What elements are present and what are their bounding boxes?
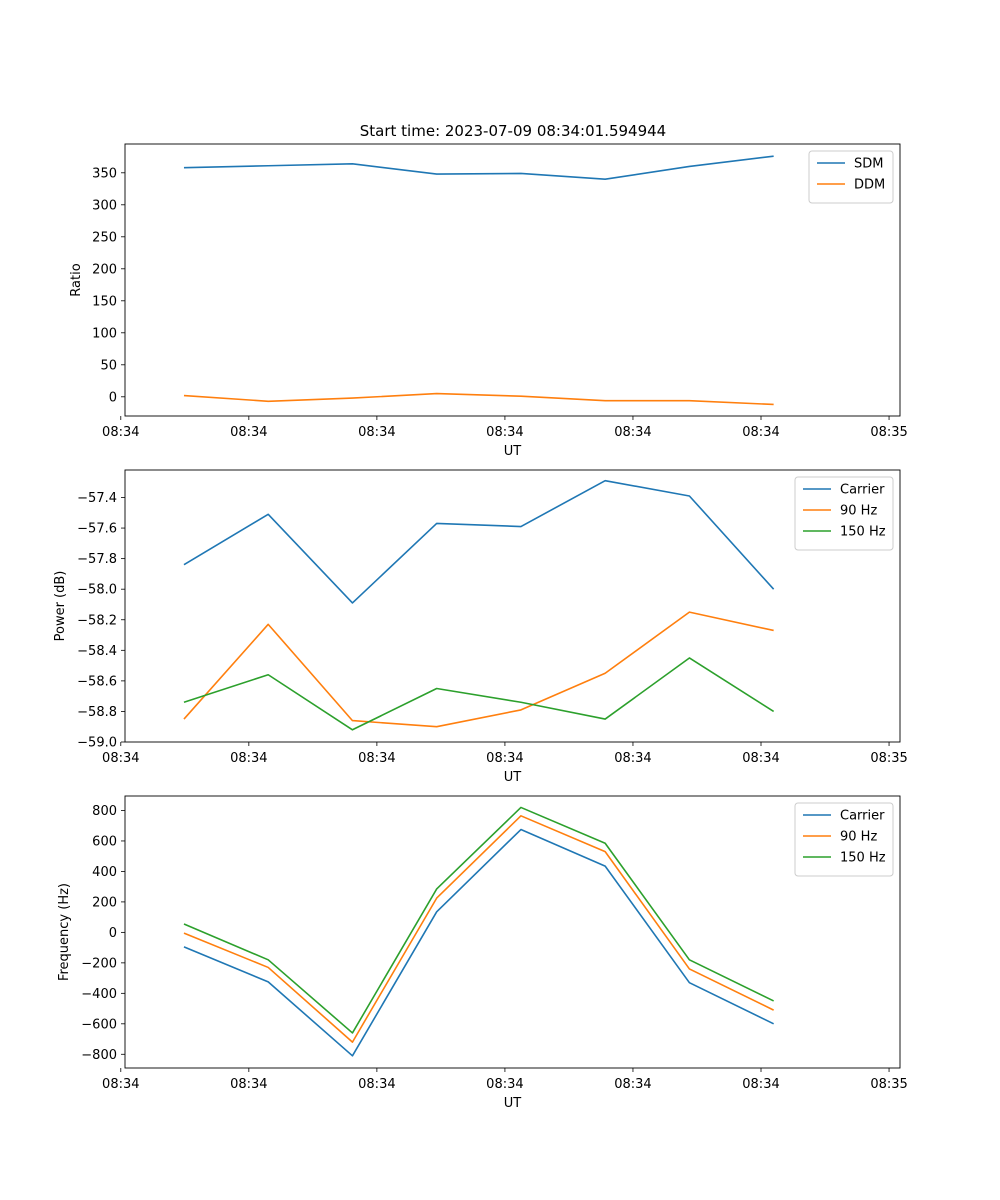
x-tick-label: 08:34 [102,751,139,766]
x-tick-label: 08:34 [230,1077,267,1092]
legend-label: DDM [854,178,885,193]
axes-frame [124,469,901,743]
y-axis-label: Frequency (Hz) [57,883,72,981]
y-tick-label: −59.0 [77,736,117,751]
subplot-3: −800 −600 −400 −200 0 200 400 600 800 08:34 08:34 0… [57,795,908,1111]
axes-frame [124,143,901,417]
y-tick-label: 0 [109,390,117,405]
y-axis-label: Ratio [69,263,84,296]
y-tick-label: −58.2 [77,613,117,628]
y-tick-label: 600 [92,834,117,849]
y-tick-label: −58.6 [77,674,117,689]
series-line-carrier [183,828,774,1057]
x-tick-label: 08:35 [870,1077,907,1092]
y-tick-label: −57.6 [77,522,117,537]
y-tick-label: −800 [81,1048,117,1063]
x-tick-label: 08:34 [742,425,779,440]
y-tick-label: 300 [92,198,117,213]
x-tick-label: 08:34 [358,751,395,766]
y-tick-label: 200 [92,262,117,277]
y-tick-label: −58.4 [77,644,117,659]
legend: Carrier 90 Hz 150 Hz [794,476,894,551]
y-tick-label: 0 [109,926,117,941]
x-axis-label: UT [504,444,522,459]
legend-label: 90 Hz [840,504,877,519]
x-tick-label: 08:34 [742,751,779,766]
x-tick-label: 08:34 [230,425,267,440]
series-line-carrier [183,479,775,604]
x-tick-label: 08:34 [230,751,267,766]
y-tick-label: −58.8 [77,705,117,720]
y-tick-label: 50 [100,358,117,373]
legend-label: 150 Hz [840,525,886,540]
y-tick-label: −57.8 [77,552,117,567]
subplot-1: 0 50 100 150 200 250 300 350 08:34 08:34 08:34 08:3… [69,143,908,459]
y-tick-label: −200 [81,956,117,971]
y-tick-label: −600 [81,1017,117,1032]
legend-label: Carrier [840,809,885,824]
y-axis-label: Power (dB) [53,571,68,642]
x-tick-label: 08:34 [486,751,523,766]
x-tick-label: 08:34 [614,425,651,440]
legend-label: 90 Hz [840,830,877,845]
series-line-sdm [183,155,774,180]
x-tick-label: 08:34 [486,1077,523,1092]
x-tick-label: 08:34 [486,425,523,440]
y-tick-label: 400 [92,865,117,880]
y-tick-label: 800 [92,804,117,819]
x-tick-label: 08:34 [102,425,139,440]
plots-container: 0 50 100 150 200 250 300 350 08:34 08:34 08:34 08:3… [53,143,908,1111]
series-line-150-hz [183,657,775,731]
series-line-150-hz [183,806,774,1034]
series-line-90-hz [183,611,774,728]
series-line-ddm [183,392,774,406]
y-tick-label: 350 [92,166,117,181]
legend-box [808,150,894,204]
x-axis-label: UT [504,1096,522,1111]
subplot-2: −59.0 −58.8 −58.6 −58.4 −58.2 −58.0 −57.8 −57.6… [53,469,908,785]
series-line-90-hz [183,815,774,1043]
y-tick-label: 250 [92,230,117,245]
axes-frame [124,795,901,1069]
legend: Carrier 90 Hz 150 Hz [794,802,894,877]
y-tick-label: −400 [81,987,117,1002]
x-tick-label: 08:34 [358,1077,395,1092]
legend-label: 150 Hz [840,851,886,866]
x-tick-label: 08:34 [614,1077,651,1092]
figure-title: Start time: 2023-07-09 08:34:01.594944 [360,122,666,140]
x-tick-label: 08:34 [102,1077,139,1092]
legend-label: SDM [854,157,883,172]
legend: SDM DDM [808,150,894,204]
x-tick-label: 08:35 [870,425,907,440]
x-tick-label: 08:34 [358,425,395,440]
y-tick-label: −58.0 [77,583,117,598]
y-tick-label: −57.4 [77,491,117,506]
x-tick-label: 08:35 [870,751,907,766]
x-tick-label: 08:34 [614,751,651,766]
y-tick-label: 150 [92,294,117,309]
legend-label: Carrier [840,483,885,498]
y-tick-label: 100 [92,326,117,341]
y-tick-label: 200 [92,895,117,910]
x-tick-label: 08:34 [742,1077,779,1092]
x-axis-label: UT [504,770,522,785]
